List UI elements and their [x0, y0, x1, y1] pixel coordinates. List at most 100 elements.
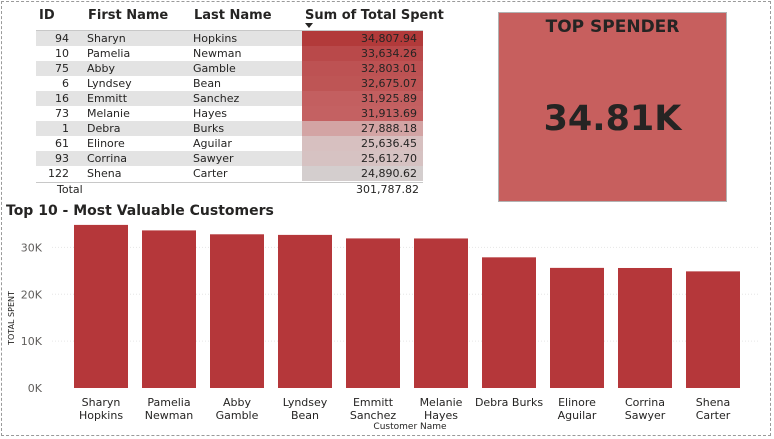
- header-last-name[interactable]: Last Name: [194, 8, 272, 23]
- x-tick-label: Emmitt Sanchez: [338, 396, 408, 422]
- cell-id: 94: [55, 32, 69, 45]
- table-row[interactable]: 16 Emmitt Sanchez 31,925.89: [36, 91, 423, 106]
- x-tick-label-line: Pamelia: [147, 396, 191, 409]
- x-tick-label-line: Newman: [144, 409, 194, 422]
- bar[interactable]: [482, 257, 536, 388]
- cell-id: 16: [55, 92, 69, 105]
- x-tick-label-line: Abby: [223, 396, 251, 409]
- card-title: TOP SPENDER: [545, 17, 680, 37]
- table-row[interactable]: 6 Lyndsey Bean 32,675.07: [36, 76, 423, 91]
- cell-first-name: Corrina: [87, 152, 128, 165]
- chart-title: Top 10 - Most Valuable Customers: [6, 203, 274, 219]
- cell-first-name: Sharyn: [87, 32, 126, 45]
- header-sum-total-spent[interactable]: Sum of Total Spent: [305, 8, 444, 23]
- cell-total-spent: 24,890.62: [302, 166, 423, 181]
- table-header: ID First Name Last Name Sum of Total Spe…: [33, 6, 444, 30]
- x-tick-label: Abby Gamble: [202, 396, 272, 422]
- bar[interactable]: [686, 271, 740, 388]
- table-body: 94 Sharyn Hopkins 34,807.94 10 Pamelia Newman 3…: [36, 31, 423, 181]
- x-tick-label: Debra Burks: [474, 396, 544, 409]
- x-tick-label: Melanie Hayes: [406, 396, 476, 422]
- table-row[interactable]: 122 Shena Carter 24,890.62: [36, 166, 423, 181]
- cell-last-name: Bean: [193, 77, 222, 90]
- x-tick-label-line: Hayes: [423, 409, 459, 422]
- header-first-name[interactable]: First Name: [88, 8, 169, 23]
- cell-id: 75: [55, 62, 69, 75]
- cell-last-name: Gamble: [193, 62, 236, 75]
- cell-first-name: Melanie: [87, 107, 130, 120]
- x-tick-label-line: Lyndsey: [282, 396, 328, 409]
- y-tick-label: 30K: [21, 241, 43, 254]
- top-spender-card[interactable]: TOP SPENDER 34.81K: [498, 12, 727, 202]
- cell-first-name: Pamelia: [87, 47, 131, 60]
- bar[interactable]: [74, 224, 128, 388]
- cell-last-name: Burks: [193, 122, 225, 135]
- bar[interactable]: [550, 267, 604, 388]
- x-tick-label-line: Corrina: [624, 396, 666, 409]
- card-value: 34.81K: [543, 99, 682, 139]
- bar[interactable]: [346, 238, 400, 388]
- cell-total-spent: 33,634.26: [302, 46, 423, 61]
- cell-first-name: Debra: [87, 122, 121, 135]
- cell-id: 6: [62, 77, 69, 90]
- x-tick-label: Elinore Aguilar: [542, 396, 612, 422]
- table-row[interactable]: 10 Pamelia Newman 33,634.26: [36, 46, 423, 61]
- cell-id: 122: [48, 167, 69, 180]
- x-tick-label-line: Elinore: [558, 396, 596, 409]
- total-value: 301,787.82: [356, 183, 419, 196]
- bar[interactable]: [618, 267, 672, 388]
- sort-descending-icon[interactable]: [305, 23, 313, 28]
- cell-total-spent: 32,675.07: [302, 76, 423, 91]
- x-tick-label-line: Debra Burks: [474, 396, 544, 409]
- cell-id: 73: [55, 107, 69, 120]
- header-id[interactable]: ID: [39, 8, 55, 23]
- total-divider: [36, 182, 423, 183]
- x-tick-label: Pamelia Newman: [134, 396, 204, 422]
- bar[interactable]: [142, 230, 196, 388]
- cell-last-name: Hayes: [193, 107, 228, 120]
- table-row[interactable]: 1 Debra Burks 27,888.18: [36, 121, 423, 136]
- cell-last-name: Sanchez: [193, 92, 240, 105]
- cell-last-name: Sawyer: [193, 152, 234, 165]
- table-row[interactable]: 75 Abby Gamble 32,803.01: [36, 61, 423, 76]
- cell-first-name: Lyndsey: [87, 77, 132, 90]
- x-tick-label-line: Sanchez: [349, 409, 397, 422]
- cell-total-spent: 25,636.45: [302, 136, 423, 151]
- customers-table[interactable]: ID First Name Last Name Sum of Total Spe…: [33, 6, 444, 197]
- cell-last-name: Aguilar: [193, 137, 232, 150]
- cell-first-name: Emmitt: [87, 92, 128, 105]
- table-row[interactable]: 93 Corrina Sawyer 25,612.70: [36, 151, 423, 166]
- x-tick-label-line: Hopkins: [78, 409, 124, 422]
- cell-total-spent: 32,803.01: [302, 61, 423, 76]
- bar-chart[interactable]: 0K 10K 20K 30K TOTAL SPENT: [0, 222, 774, 394]
- cell-total-spent: 31,925.89: [302, 91, 423, 106]
- x-tick-label: Shena Carter: [678, 396, 748, 422]
- bar[interactable]: [210, 234, 264, 388]
- bar[interactable]: [414, 238, 468, 388]
- cell-id: 1: [62, 122, 69, 135]
- bar[interactable]: [278, 234, 332, 388]
- table-row[interactable]: 73 Melanie Hayes 31,913.69: [36, 106, 423, 121]
- cell-total-spent: 34,807.94: [302, 31, 423, 46]
- cell-total-spent: 31,913.69: [302, 106, 423, 121]
- cell-last-name: Newman: [193, 47, 242, 60]
- x-tick-label-line: Carter: [695, 409, 731, 422]
- table-row[interactable]: 61 Elinore Aguilar 25,636.45: [36, 136, 423, 151]
- y-tick-label: 0K: [28, 382, 43, 394]
- cell-total-spent: 27,888.18: [302, 121, 423, 136]
- x-axis-label: Customer Name: [373, 422, 447, 432]
- cell-last-name: Carter: [193, 167, 228, 180]
- total-label: Total: [57, 183, 83, 196]
- cell-id: 93: [55, 152, 69, 165]
- cell-total-spent: 25,612.70: [302, 151, 423, 166]
- total-row: Total 301,787.82: [36, 183, 423, 197]
- y-tick-label: 20K: [21, 288, 43, 301]
- table-row[interactable]: 94 Sharyn Hopkins 34,807.94: [36, 31, 423, 46]
- cell-last-name: Hopkins: [193, 32, 238, 45]
- x-tick-label-line: Melanie: [419, 396, 463, 409]
- x-tick-label: Corrina Sawyer: [610, 396, 680, 422]
- x-tick-label: Lyndsey Bean: [270, 396, 340, 422]
- cell-id: 61: [55, 137, 69, 150]
- x-tick-label-line: Sawyer: [624, 409, 666, 422]
